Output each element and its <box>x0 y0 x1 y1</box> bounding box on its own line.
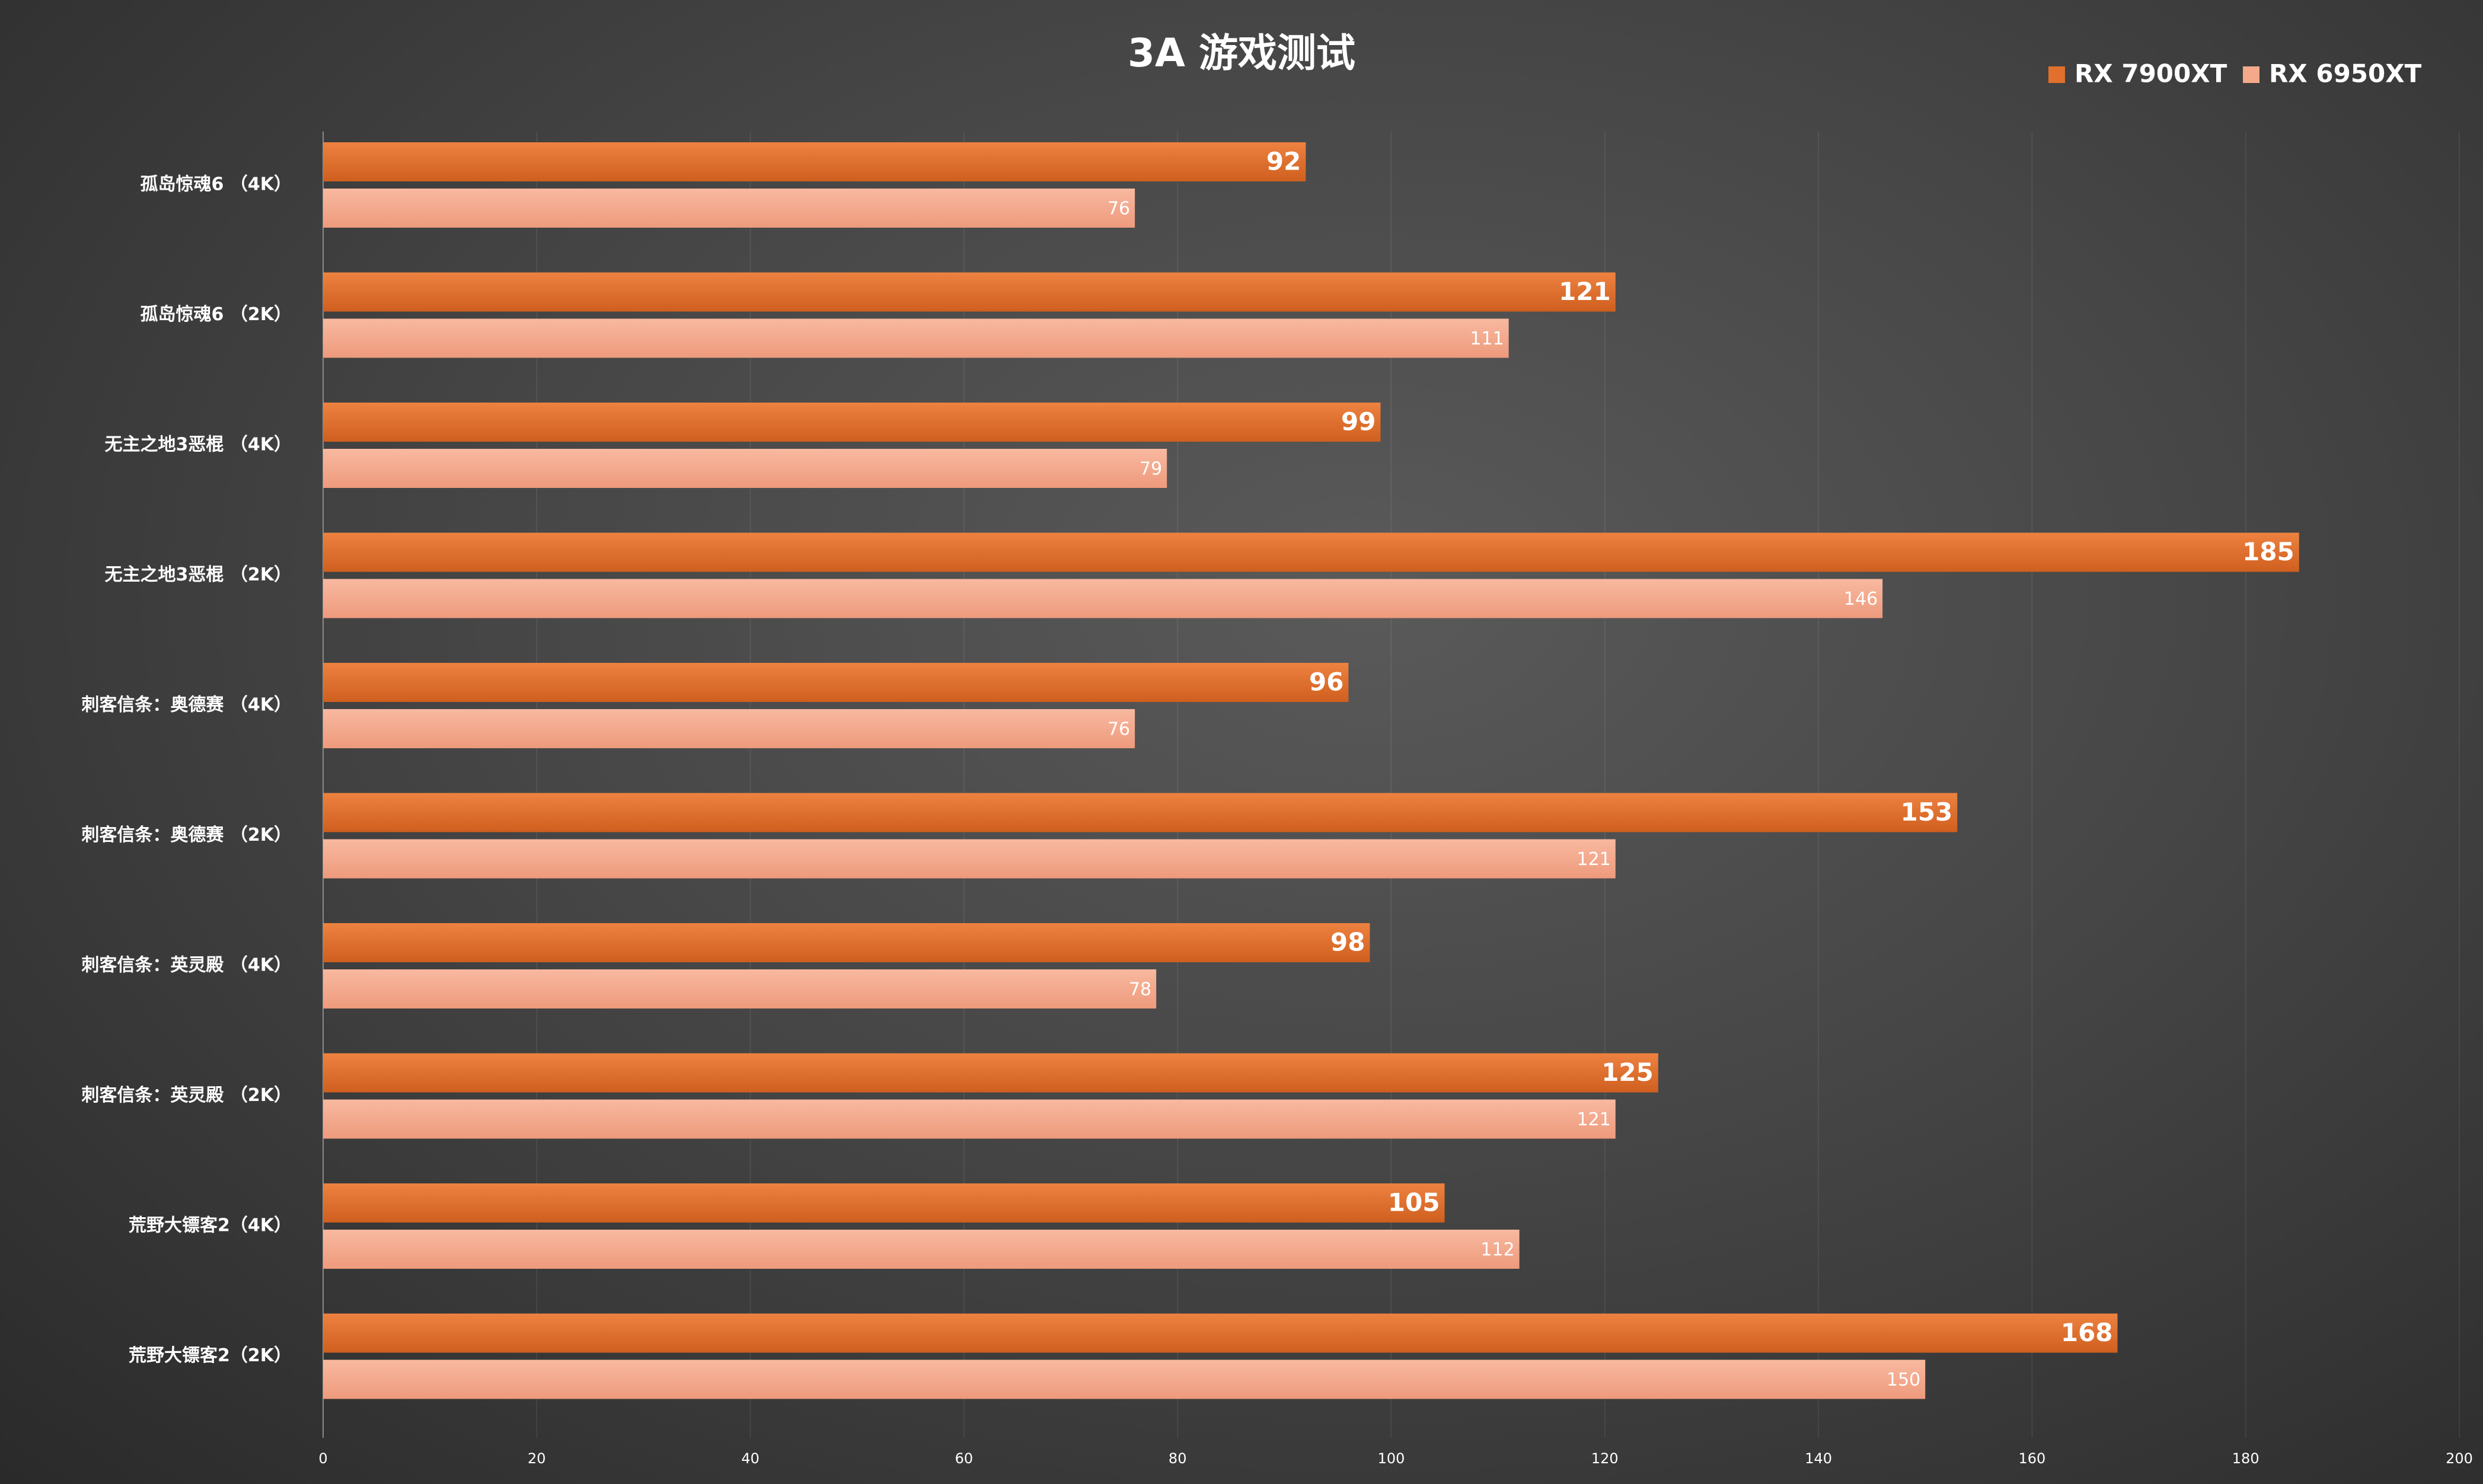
bar-rx6950xt <box>323 1099 1616 1139</box>
data-label: 76 <box>1108 719 1130 740</box>
legend-swatch <box>2048 66 2065 83</box>
category-label: 荒野大镖客2（4K） <box>129 1215 292 1236</box>
bar-rx6950xt <box>323 579 1883 618</box>
data-label: 153 <box>1901 797 1953 826</box>
data-label: 112 <box>1480 1240 1514 1260</box>
chart-title: 3A 游戏测试 <box>1128 30 1355 76</box>
bar-rx7900xt <box>323 923 1370 962</box>
data-label: 79 <box>1140 459 1162 480</box>
x-tick-label: 80 <box>1169 1450 1187 1467</box>
bar-rx7900xt <box>323 403 1381 442</box>
bar-rx6950xt <box>323 318 1509 358</box>
data-label: 92 <box>1266 147 1301 176</box>
x-tick-label: 120 <box>1591 1450 1619 1467</box>
category-label: 刺客信条：英灵殿 （4K） <box>81 955 292 976</box>
x-tick-label: 0 <box>318 1450 327 1467</box>
data-label: 111 <box>1470 328 1504 349</box>
data-label: 78 <box>1129 979 1151 1000</box>
bar-rx6950xt <box>323 1230 1520 1269</box>
bar-rx7900xt <box>323 142 1306 181</box>
data-label: 76 <box>1108 199 1130 219</box>
data-label: 168 <box>2061 1318 2113 1347</box>
bar-rx6950xt <box>323 1359 1926 1399</box>
bar-rx7900xt <box>323 272 1616 312</box>
bar-rx6950xt <box>323 449 1167 488</box>
bar-rx6950xt <box>323 969 1157 1009</box>
x-tick-label: 100 <box>1378 1450 1405 1467</box>
bar-rx7900xt <box>323 1313 2118 1353</box>
bar-rx7900xt <box>323 793 1958 832</box>
bar-rx7900xt <box>323 1053 1658 1093</box>
data-label: 96 <box>1309 668 1343 697</box>
data-label: 146 <box>1844 589 1878 609</box>
bar-rx6950xt <box>323 189 1135 228</box>
category-labels: 孤岛惊魂6 （4K） 孤岛惊魂6 （2K） 无主之地3恶棍 （4K） 无主之地3恶棍 … <box>81 174 292 1367</box>
x-tick-label: 60 <box>955 1450 974 1467</box>
x-tick-label: 140 <box>1805 1450 1832 1467</box>
x-axis-ticks: 0 20 40 60 80 100 120 140 160 180 200 <box>318 1450 2473 1467</box>
bar-rx7900xt <box>323 663 1349 702</box>
data-label: 121 <box>1559 277 1611 306</box>
bar-rx7900xt <box>323 532 2299 572</box>
bar-rx6950xt <box>323 839 1616 879</box>
category-label: 刺客信条：英灵殿 （2K） <box>81 1085 292 1106</box>
category-label: 荒野大镖客2（2K） <box>129 1345 292 1366</box>
data-label: 105 <box>1388 1188 1440 1217</box>
data-label: 125 <box>1601 1058 1654 1087</box>
category-label: 孤岛惊魂6 （4K） <box>141 174 292 195</box>
x-tick-label: 200 <box>2446 1450 2473 1467</box>
category-label: 无主之地3恶棍 （4K） <box>105 435 292 455</box>
data-label: 121 <box>1577 849 1611 870</box>
category-label: 刺客信条：奥德赛 （2K） <box>81 825 292 845</box>
x-tick-label: 20 <box>528 1450 546 1467</box>
legend-swatch <box>2243 66 2259 83</box>
x-tick-label: 180 <box>2232 1450 2259 1467</box>
category-label: 刺客信条：奥德赛 （4K） <box>81 695 292 716</box>
category-label: 无主之地3恶棍 （2K） <box>105 564 292 585</box>
bars: 92 76 121 111 99 79 185 146 96 76 153 121 98 78 125 121… <box>323 142 2299 1399</box>
data-label: 150 <box>1887 1370 1920 1390</box>
legend: RX 7900XT RX 6950XT <box>2048 59 2422 88</box>
x-tick-label: 40 <box>741 1450 759 1467</box>
data-label: 185 <box>2242 537 2294 566</box>
data-label: 98 <box>1330 928 1365 957</box>
legend-label: RX 7900XT <box>2075 59 2227 88</box>
category-label: 孤岛惊魂6 （2K） <box>141 304 292 325</box>
legend-label: RX 6950XT <box>2269 59 2422 88</box>
data-label: 121 <box>1577 1109 1611 1130</box>
x-tick-label: 160 <box>2018 1450 2045 1467</box>
data-label: 99 <box>1341 407 1375 436</box>
bar-rx7900xt <box>323 1183 1445 1223</box>
bar-rx6950xt <box>323 709 1135 748</box>
